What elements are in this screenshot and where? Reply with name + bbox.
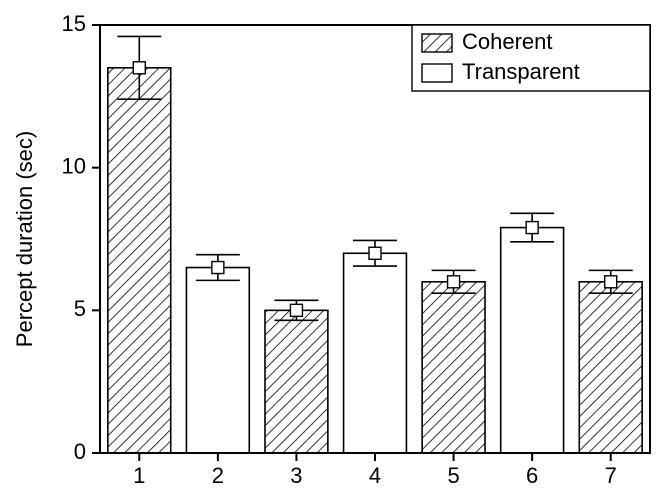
legend-label: Coherent (462, 29, 553, 54)
y-tick-label: 0 (74, 439, 86, 464)
legend-label: Transparent (462, 59, 580, 84)
x-tick-label: 2 (212, 463, 224, 488)
x-tick-label: 3 (290, 463, 302, 488)
y-tick-label: 5 (74, 296, 86, 321)
x-tick-label: 4 (369, 463, 381, 488)
y-axis-label: Percept duration (sec) (12, 131, 37, 347)
mean-marker (368, 246, 382, 260)
mean-marker (525, 220, 539, 235)
legend-swatch (421, 63, 453, 83)
bar (421, 280, 486, 454)
bar (499, 226, 565, 454)
bar (264, 309, 329, 454)
mean-marker (132, 61, 146, 75)
mean-marker (446, 275, 461, 289)
mean-marker (604, 275, 618, 289)
x-tick-label: 6 (526, 463, 538, 488)
y-tick-label: 15 (62, 11, 86, 36)
y-tick-label: 10 (62, 153, 86, 178)
mean-marker (289, 303, 304, 318)
mean-marker (211, 260, 225, 275)
bar (107, 67, 172, 454)
plot-frame (99, 24, 651, 454)
bar (185, 266, 251, 454)
x-tick-label: 5 (447, 463, 459, 488)
x-tick-label: 1 (133, 463, 145, 488)
bar (578, 280, 643, 454)
x-tick-label: 7 (605, 463, 617, 488)
legend-swatch (421, 33, 453, 53)
bar (342, 252, 408, 454)
